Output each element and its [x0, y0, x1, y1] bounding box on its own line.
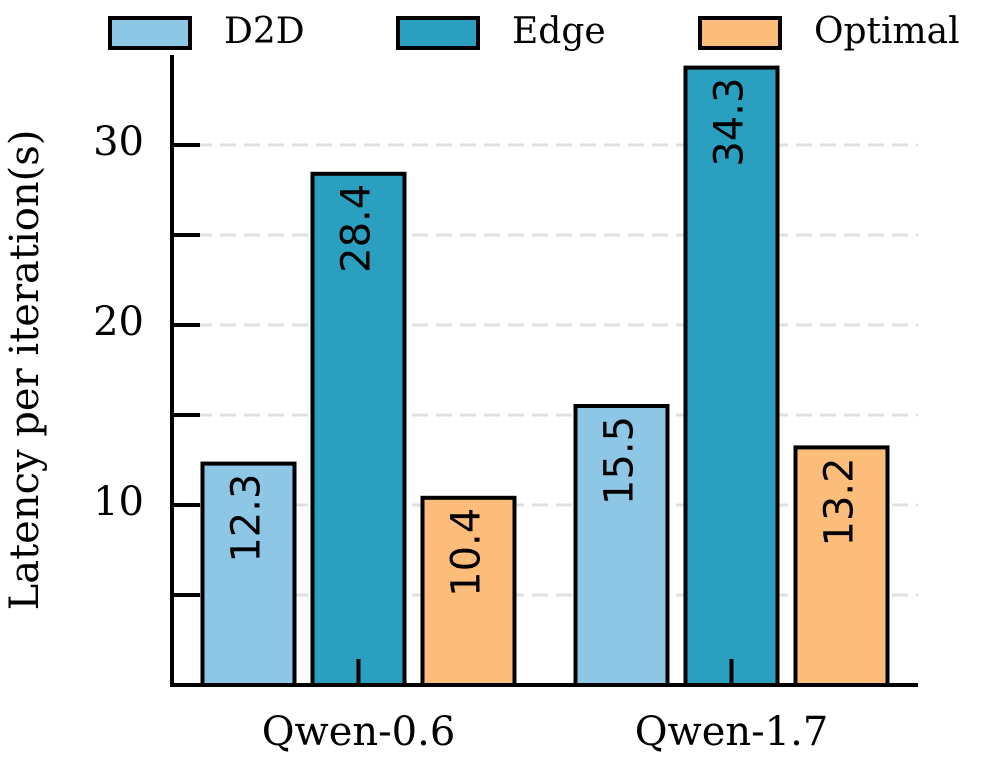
value-label: 10.4: [444, 508, 490, 597]
x-tick-label: Qwen-1.7: [635, 709, 829, 755]
legend-swatch: [396, 16, 480, 50]
bar: [200, 461, 297, 687]
legend-label: Edge: [512, 11, 606, 52]
value-label: 34.3: [707, 78, 753, 167]
legend-label: D2D: [224, 11, 305, 52]
legend-swatch: [698, 16, 782, 50]
value-label: 13.2: [817, 457, 863, 546]
value-label: 28.4: [334, 184, 380, 273]
y-tick-label: 20: [93, 299, 144, 345]
legend-swatch: [108, 16, 192, 50]
y-tick-label: 10: [93, 479, 144, 525]
y-tick-label: 30: [93, 119, 144, 165]
y-axis-title: Latency per iteration(s): [2, 130, 48, 611]
legend-label: Optimal: [814, 11, 960, 52]
value-label: 15.5: [597, 416, 643, 505]
value-label: 12.3: [224, 474, 270, 563]
bar: [683, 65, 780, 688]
bar: [793, 445, 890, 687]
bar: [310, 171, 407, 688]
x-tick-label: Qwen-0.6: [262, 709, 456, 755]
bar: [573, 404, 670, 687]
